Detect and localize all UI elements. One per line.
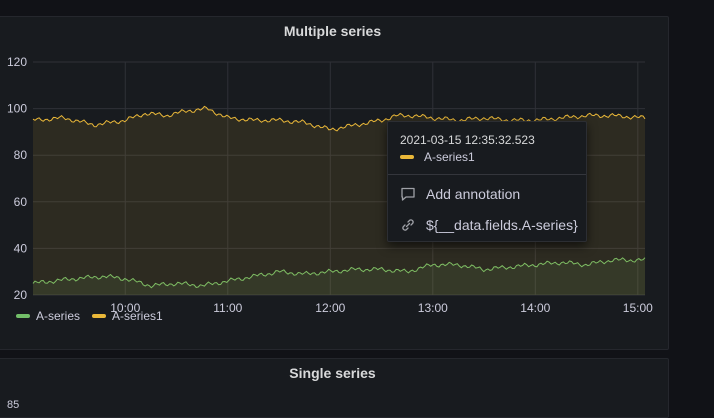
x-tick-label: 10:00 xyxy=(110,301,140,315)
y-tick-label: 85 xyxy=(7,399,20,411)
series-area-a-series xyxy=(33,257,645,295)
legend-label: A-series1 xyxy=(112,309,163,323)
y-tick-label: 60 xyxy=(14,195,28,209)
y-tick-label: 40 xyxy=(14,241,28,255)
legend-swatch xyxy=(92,314,107,318)
series-line-a-series1 xyxy=(32,105,646,132)
y-tick-label: 120 xyxy=(7,55,27,69)
legend: A-series A-series1 xyxy=(16,309,163,323)
data-link[interactable]: ${__data.fields.A-series} xyxy=(400,217,578,233)
x-tick-label: 11:00 xyxy=(213,301,242,315)
link-icon xyxy=(402,219,414,231)
tooltip-divider xyxy=(388,174,586,175)
single-series-panel: Single series 85 xyxy=(0,358,669,418)
x-tick-label: 15:00 xyxy=(623,301,653,315)
legend-label: A-series xyxy=(36,309,81,323)
legend-item-a-series1[interactable]: A-series1 xyxy=(92,309,163,323)
legend-item-a-series[interactable]: A-series xyxy=(16,309,80,323)
series-line-a-series xyxy=(32,257,646,289)
add-annotation-label: Add annotation xyxy=(426,186,521,202)
y-tick-label: 100 xyxy=(7,102,27,116)
multiple-series-chart[interactable]: 20 40 60 80 100 120 10:00 11:00 12:00 13:00 14:00 1… xyxy=(0,0,714,405)
x-tick-label: 13:00 xyxy=(418,301,448,315)
x-tick-label: 14:00 xyxy=(520,301,550,315)
tooltip-series-name: A-series1 xyxy=(424,150,475,164)
data-link-label: ${__data.fields.A-series} xyxy=(426,217,578,233)
data-tooltip: 2021-03-15 12:35:32.523 A-series1 Add an… xyxy=(387,121,587,242)
add-annotation-button[interactable]: Add annotation xyxy=(400,186,520,202)
tooltip-time: 2021-03-15 12:35:32.523 xyxy=(400,133,535,147)
legend-swatch xyxy=(16,314,30,318)
tooltip-series-swatch xyxy=(400,155,414,159)
y-tick-label: 80 xyxy=(14,148,28,162)
panel-title: Multiple series xyxy=(283,23,382,39)
comment-icon xyxy=(401,187,415,201)
panel-title: Single series xyxy=(289,365,376,381)
y-tick-label: 20 xyxy=(14,288,28,302)
x-tick-label: 12:00 xyxy=(315,301,345,315)
tooltip-series: A-series1 xyxy=(400,150,475,164)
